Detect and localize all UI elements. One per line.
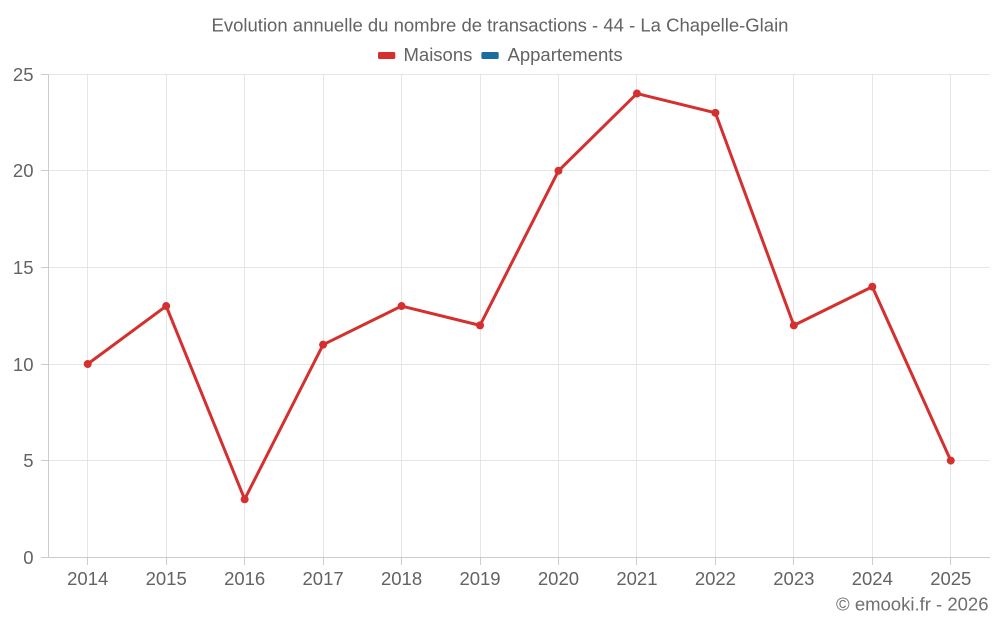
svg-text:15: 15: [13, 257, 34, 278]
svg-text:2025: 2025: [930, 568, 971, 589]
svg-text:2022: 2022: [695, 568, 736, 589]
svg-text:2014: 2014: [67, 568, 108, 589]
svg-text:2023: 2023: [773, 568, 814, 589]
svg-text:10: 10: [13, 354, 34, 375]
svg-text:Evolution annuelle du nombre d: Evolution annuelle du nombre de transact…: [212, 15, 789, 36]
svg-text:2016: 2016: [224, 568, 265, 589]
svg-text:0: 0: [23, 547, 33, 568]
svg-text:2024: 2024: [852, 568, 893, 589]
svg-text:2018: 2018: [381, 568, 422, 589]
svg-text:© emooki.fr - 2026: © emooki.fr - 2026: [836, 594, 988, 615]
svg-text:5: 5: [23, 450, 33, 471]
svg-text:2020: 2020: [538, 568, 579, 589]
svg-text:2019: 2019: [459, 568, 500, 589]
svg-text:Maisons: Maisons: [404, 44, 473, 65]
svg-text:20: 20: [13, 160, 34, 181]
svg-text:Appartements: Appartements: [508, 44, 623, 65]
svg-text:2017: 2017: [303, 568, 344, 589]
svg-text:2021: 2021: [616, 568, 657, 589]
svg-text:2015: 2015: [146, 568, 187, 589]
svg-text:25: 25: [13, 64, 34, 85]
